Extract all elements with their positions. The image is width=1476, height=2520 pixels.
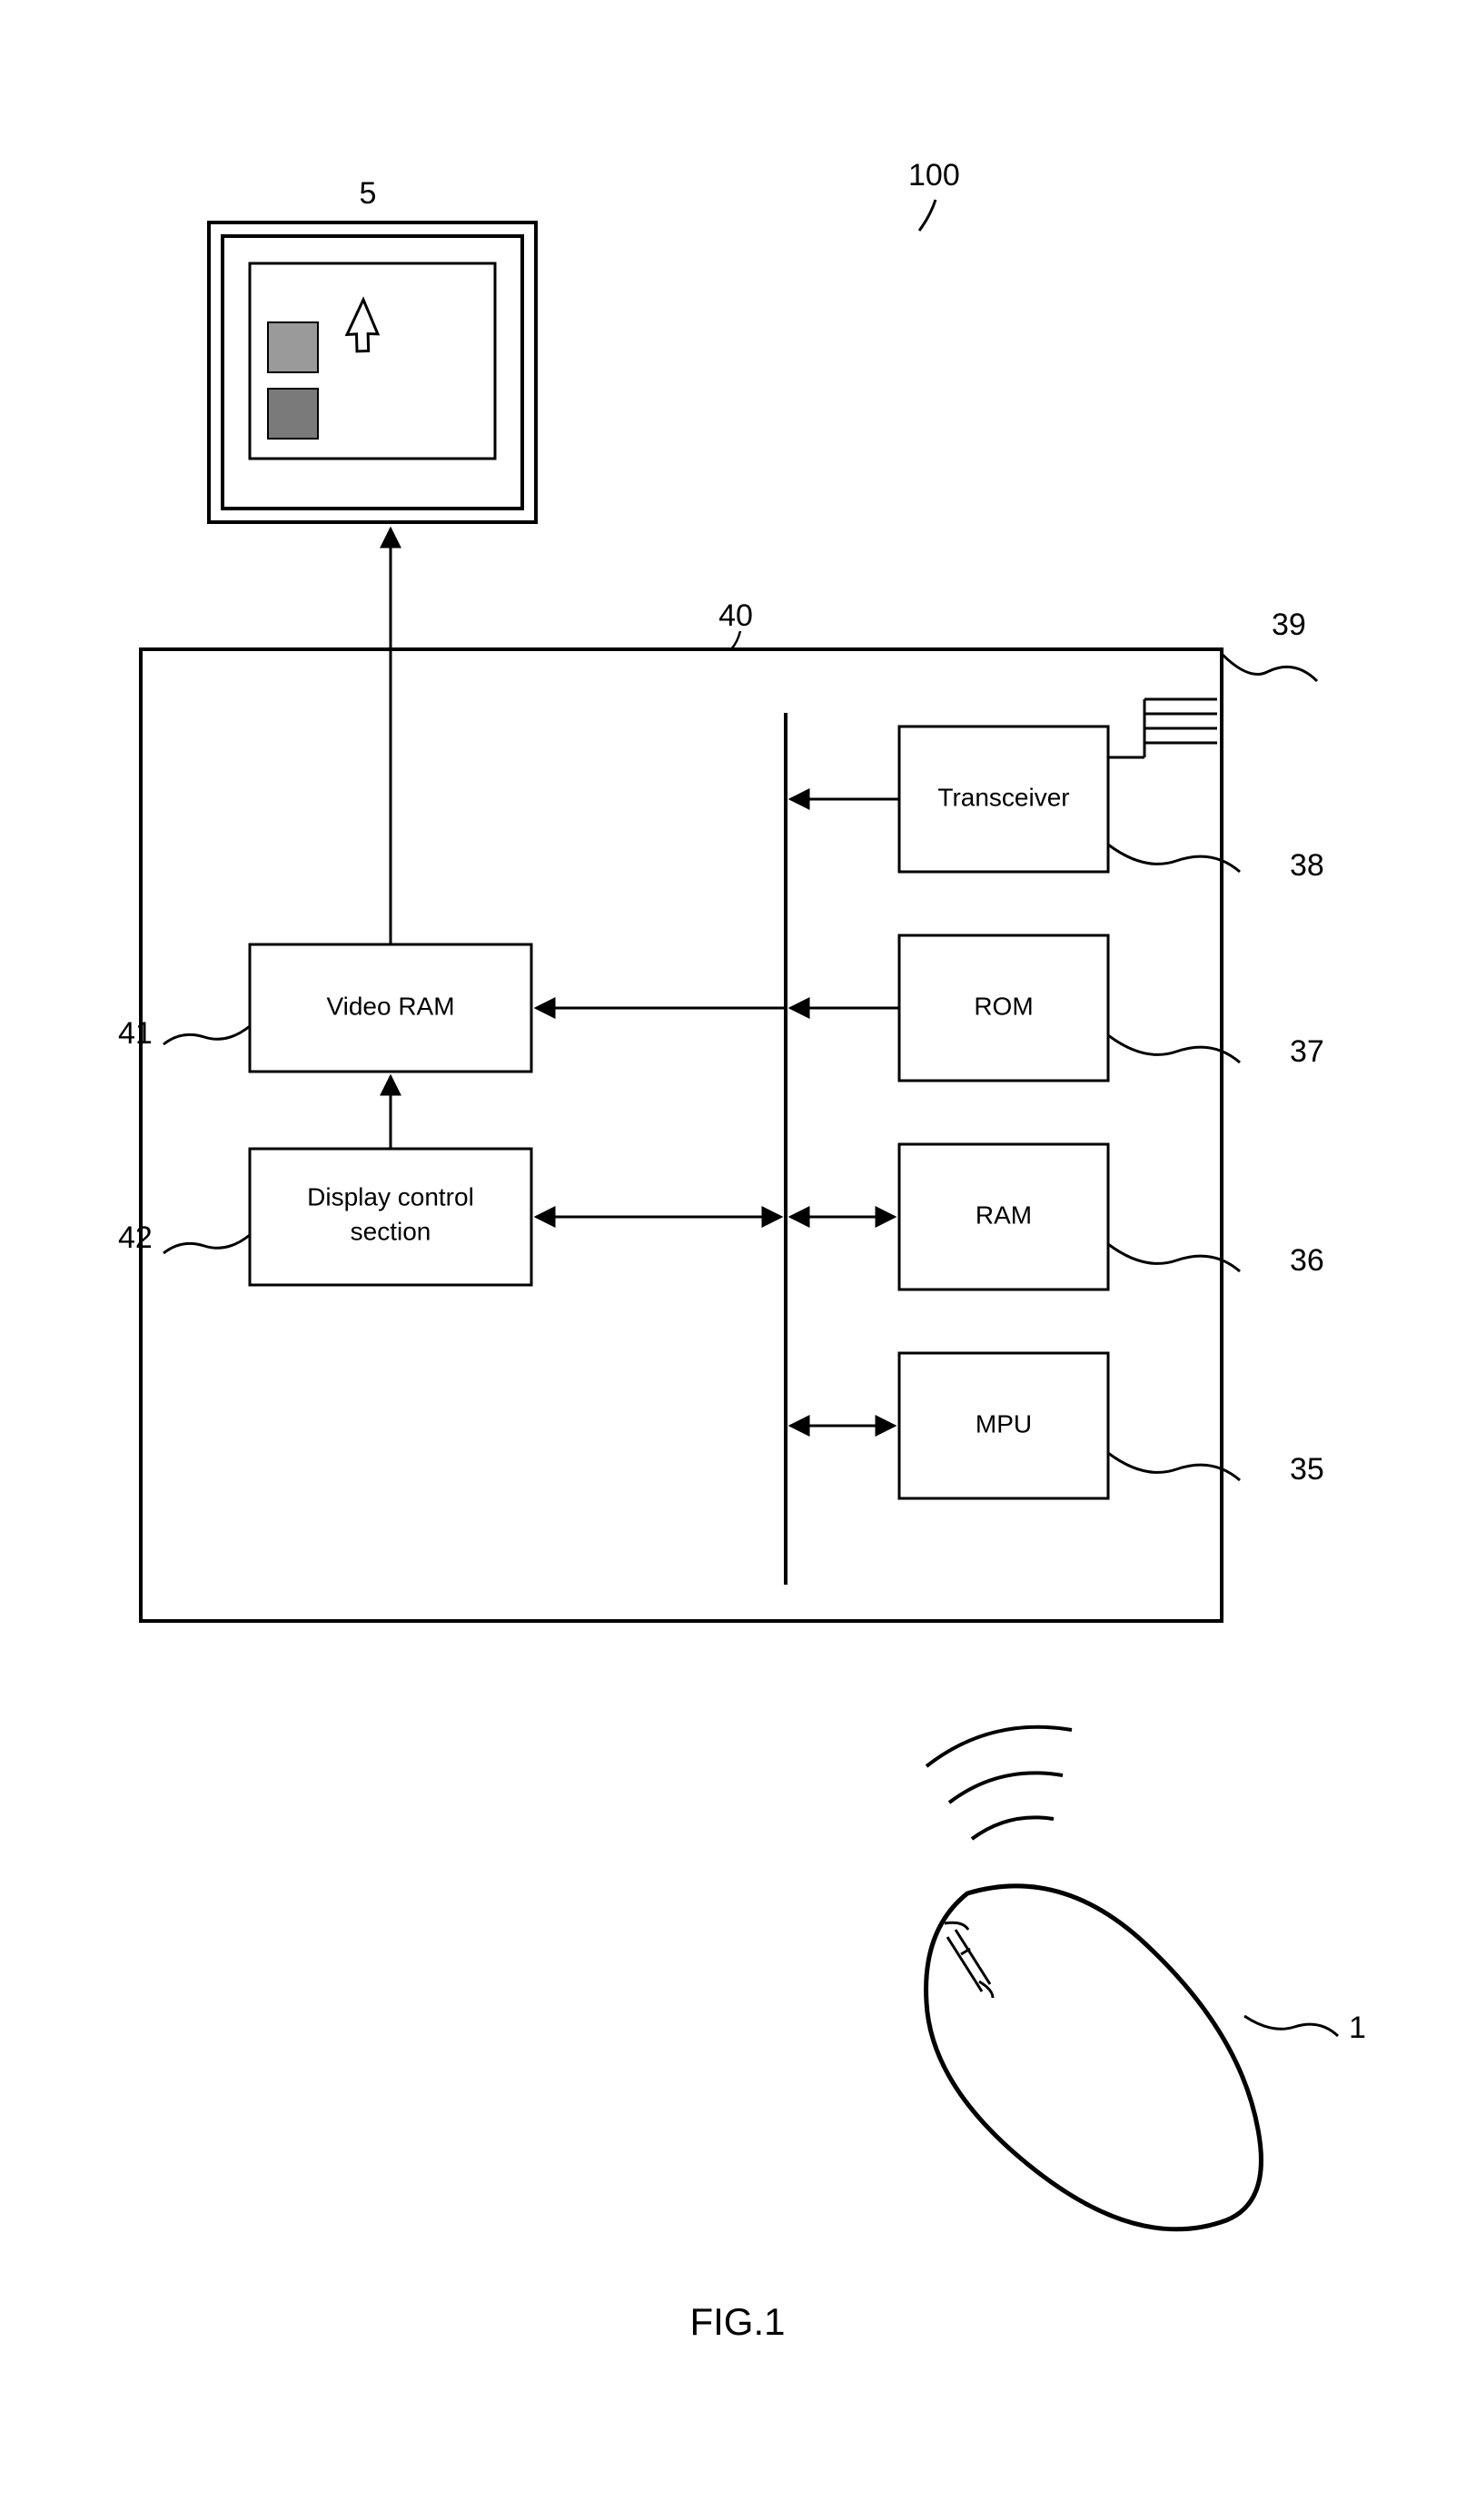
ref-5: 5: [360, 176, 377, 211]
ref-42: 42: [118, 1220, 153, 1255]
ref-36: 36: [1290, 1243, 1324, 1278]
ref-41: 41: [118, 1016, 153, 1051]
vram-block: Video RAM: [250, 944, 531, 1072]
ref-100: 100: [908, 158, 960, 193]
mpu-label: MPU: [976, 1409, 1032, 1438]
ref-38: 38: [1290, 848, 1324, 883]
ref-1: 1: [1349, 2011, 1366, 2045]
ram-label: RAM: [976, 1201, 1032, 1229]
rom-label: ROM: [974, 992, 1033, 1020]
display-device: 5: [209, 176, 536, 522]
vram-label: Video RAM: [326, 992, 454, 1020]
system-ref: 100: [908, 158, 960, 231]
transceiver-label: Transceiver: [937, 783, 1069, 811]
figure-caption: FIG.1: [689, 2300, 785, 2343]
ref-39: 39: [1272, 608, 1306, 642]
ref-37: 37: [1290, 1034, 1324, 1069]
remote-device: 1: [926, 1727, 1366, 2229]
dcs-block: Display control section: [250, 1149, 531, 1285]
dcs-label-1: Display control: [307, 1182, 474, 1211]
transceiver-block: Transceiver: [899, 726, 1108, 872]
ref-35: 35: [1290, 1452, 1324, 1487]
mpu-block: MPU: [899, 1353, 1108, 1498]
dcs-label-2: section: [351, 1217, 431, 1245]
ref-40: 40: [718, 598, 753, 633]
rom-block: ROM: [899, 935, 1108, 1081]
ram-block: RAM: [899, 1144, 1108, 1290]
